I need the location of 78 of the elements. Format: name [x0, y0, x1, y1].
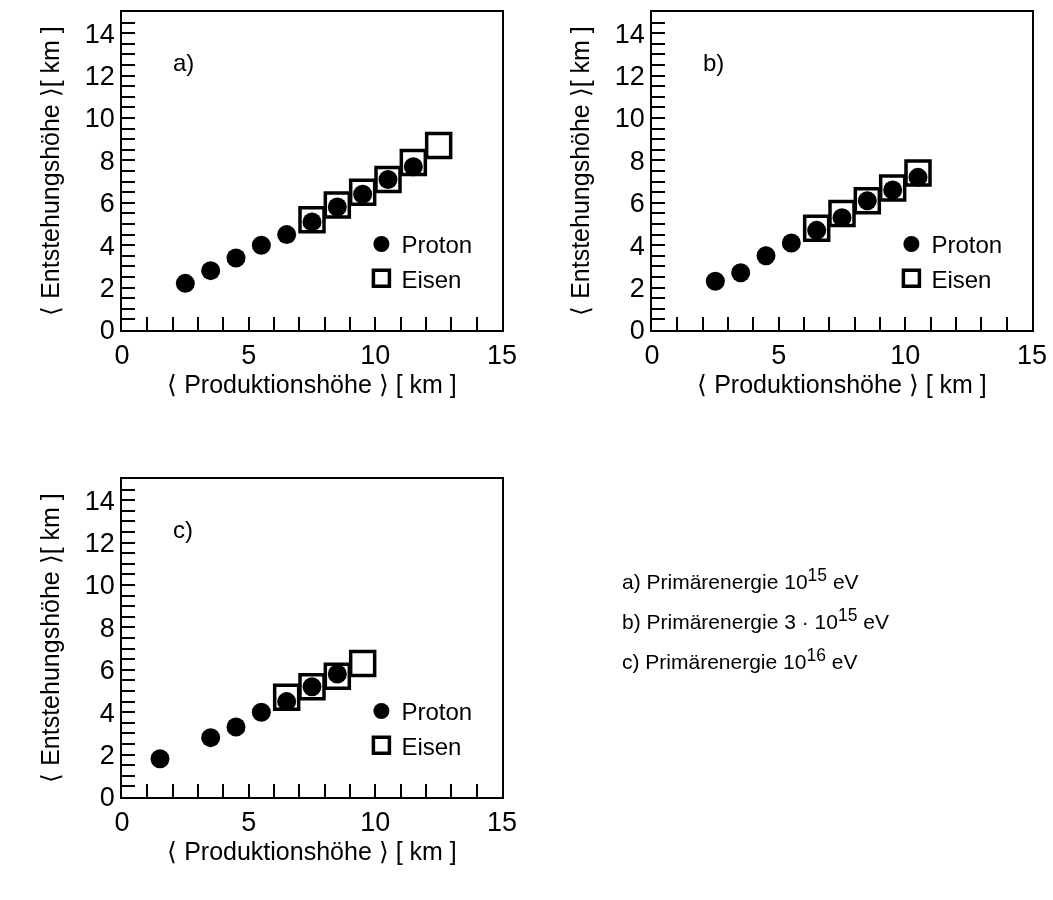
point — [150, 749, 170, 769]
legend-label: Proton — [931, 231, 1003, 259]
legend-label: Eisen — [401, 732, 462, 760]
y-tick-label: 10 — [614, 103, 645, 134]
y-tick-label: 10 — [84, 570, 115, 601]
x-tick-label: 5 — [771, 340, 787, 371]
y-tick-label: 0 — [99, 315, 115, 346]
x-tick-label: 5 — [241, 807, 257, 838]
point — [277, 225, 297, 245]
y-tick-label: 0 — [629, 315, 645, 346]
point — [374, 165, 402, 194]
point — [348, 178, 377, 206]
x-tick-label: 5 — [241, 340, 257, 371]
legend-label: Proton — [401, 231, 473, 259]
point — [323, 191, 352, 219]
x-axis-title: ⟨ Produktionshöhe ⟩ [ km ] — [697, 370, 987, 399]
y-axis-title: ⟨ Entstehungshöhe ⟩[ km ] — [566, 26, 595, 316]
x-axis-title: ⟨ Produktionshöhe ⟩ [ km ] — [167, 837, 457, 866]
y-tick-label: 6 — [99, 655, 115, 686]
x-tick-label: 15 — [1016, 340, 1048, 371]
point — [251, 235, 271, 255]
point — [348, 649, 377, 678]
point — [853, 186, 882, 215]
point — [323, 662, 352, 690]
point — [424, 131, 453, 160]
y-tick-label: 4 — [629, 230, 645, 261]
point — [251, 702, 271, 722]
point — [756, 246, 776, 266]
x-axis-title: ⟨ Produktionshöhe ⟩ [ km ] — [167, 370, 457, 399]
annotation: c) — [173, 516, 193, 543]
legend-label: Eisen — [931, 265, 992, 293]
y-tick-label: 10 — [84, 103, 115, 134]
point — [201, 261, 221, 281]
y-tick-label: 14 — [614, 18, 645, 49]
y-tick-label: 4 — [99, 697, 115, 728]
legend-label: Eisen — [401, 265, 462, 293]
annotation: a) — [173, 49, 195, 76]
point — [226, 717, 246, 737]
y-tick-label: 8 — [99, 145, 115, 176]
x-tick-label: 10 — [890, 340, 921, 371]
point — [781, 233, 801, 253]
point — [226, 248, 246, 268]
y-tick-label: 6 — [99, 188, 115, 219]
text: b) Primärenergie 3 · 10$^{15}$ eV — [622, 605, 889, 634]
text: a) Primärenergie 10$^{15}$ eV — [622, 565, 859, 594]
y-axis-title: ⟨ Entstehungshöhe ⟩[ km ] — [36, 26, 65, 316]
annotation: b) — [703, 49, 725, 76]
x-tick-label: 10 — [360, 340, 391, 371]
y-tick-label: 4 — [99, 230, 115, 261]
y-axis-title: ⟨ Entstehungshöhe ⟩[ km ] — [36, 493, 65, 783]
point — [828, 199, 856, 228]
point — [802, 214, 831, 242]
point — [731, 263, 751, 283]
y-tick-label: 12 — [614, 61, 645, 92]
x-tick-label: 10 — [360, 807, 391, 838]
y-tick-label: 12 — [84, 61, 115, 92]
point — [298, 206, 326, 234]
y-tick-label: 8 — [99, 612, 115, 643]
x-tick-label: 15 — [486, 807, 518, 838]
y-tick-label: 14 — [84, 18, 115, 49]
text: c) Primärenergie 10$^{16}$ eV — [622, 645, 858, 674]
point — [399, 148, 428, 177]
point — [904, 159, 932, 187]
point — [878, 174, 907, 202]
y-tick-label: 12 — [84, 528, 115, 559]
point — [175, 273, 195, 293]
y-tick-label: 2 — [99, 273, 115, 304]
point — [201, 728, 221, 748]
y-tick-label: 6 — [629, 188, 645, 219]
point — [705, 271, 725, 291]
y-tick-label: 0 — [99, 782, 115, 813]
x-tick-label: 15 — [486, 340, 518, 371]
y-tick-label: 2 — [99, 740, 115, 771]
y-tick-label: 14 — [84, 485, 115, 516]
y-tick-label: 2 — [629, 273, 645, 304]
legend-label: Proton — [401, 698, 473, 726]
y-tick-label: 8 — [629, 145, 645, 176]
point — [272, 683, 301, 712]
